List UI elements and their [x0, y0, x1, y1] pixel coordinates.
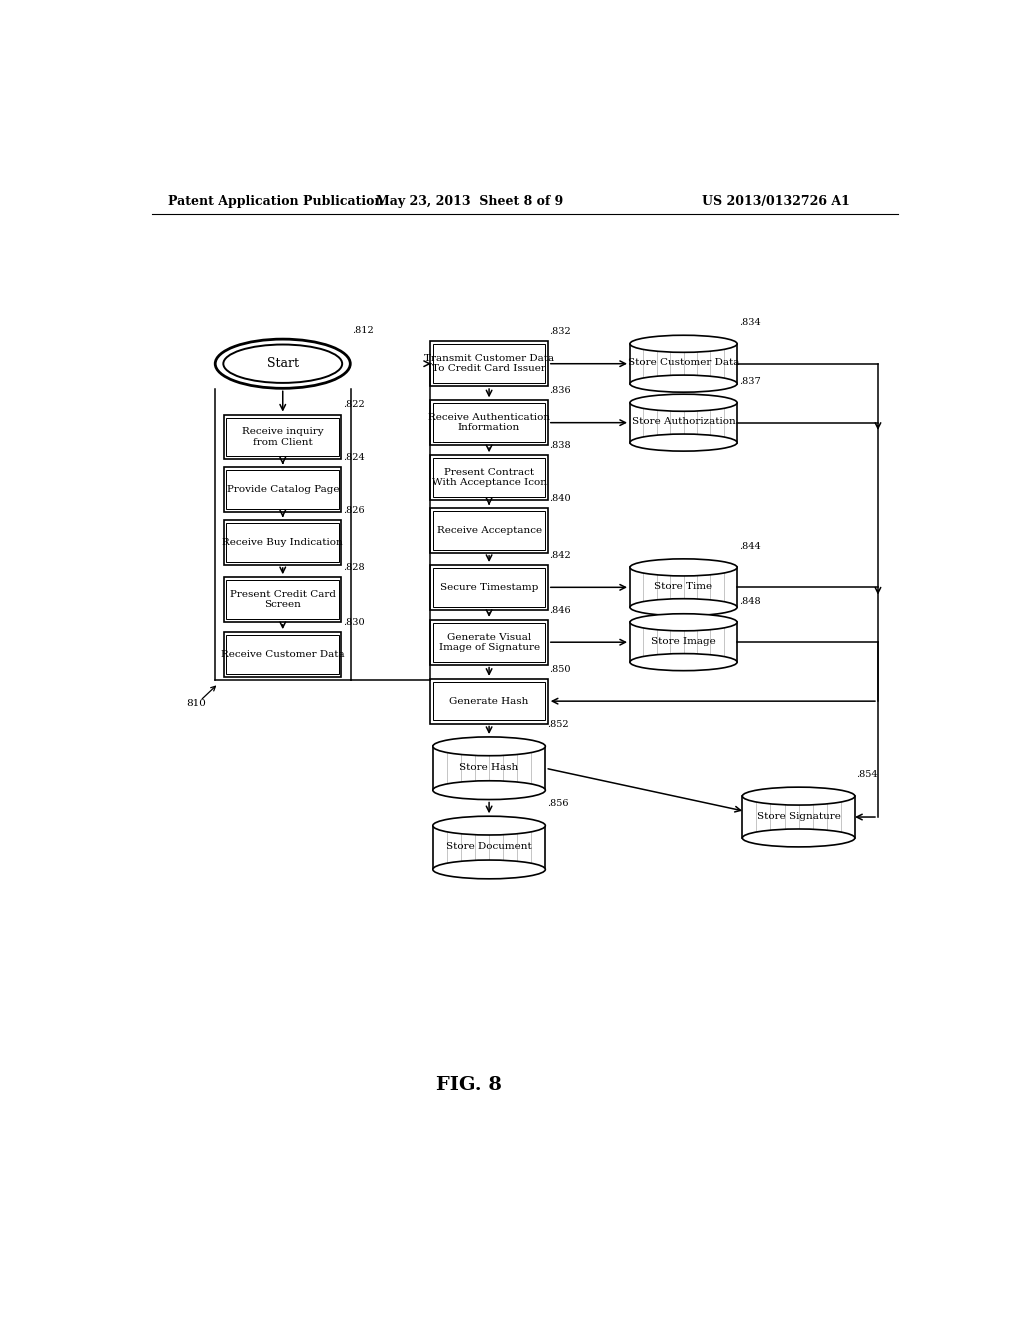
Text: FIG. 8: FIG. 8 [436, 1076, 502, 1094]
Ellipse shape [630, 599, 737, 616]
Text: Store Hash: Store Hash [460, 763, 519, 772]
Bar [630, 568, 737, 607]
Text: .832: .832 [550, 327, 571, 337]
Bar [742, 796, 855, 838]
Text: .837: .837 [738, 378, 761, 385]
FancyBboxPatch shape [224, 520, 341, 565]
FancyBboxPatch shape [430, 400, 548, 445]
FancyBboxPatch shape [430, 455, 548, 500]
Text: Receive Customer Data: Receive Customer Data [221, 649, 344, 659]
Text: .848: .848 [738, 597, 760, 606]
FancyBboxPatch shape [430, 620, 548, 664]
Text: .842: .842 [550, 550, 571, 560]
FancyBboxPatch shape [224, 632, 341, 677]
Ellipse shape [742, 787, 855, 805]
Text: .836: .836 [550, 387, 571, 395]
Ellipse shape [630, 434, 737, 451]
Ellipse shape [630, 395, 737, 412]
FancyBboxPatch shape [430, 678, 548, 723]
Text: .830: .830 [343, 618, 365, 627]
Text: .850: .850 [550, 665, 571, 673]
Ellipse shape [742, 829, 855, 847]
Text: 810: 810 [186, 698, 207, 708]
FancyBboxPatch shape [433, 345, 546, 383]
Text: May 23, 2013  Sheet 8 of 9: May 23, 2013 Sheet 8 of 9 [376, 194, 563, 207]
Text: Store Image: Store Image [651, 636, 716, 645]
FancyBboxPatch shape [433, 568, 546, 607]
Text: .844: .844 [738, 541, 761, 550]
Text: Store Signature: Store Signature [757, 812, 841, 821]
Bar [630, 622, 737, 663]
FancyBboxPatch shape [226, 581, 339, 619]
FancyBboxPatch shape [433, 682, 546, 721]
FancyBboxPatch shape [226, 635, 339, 673]
Bar [433, 825, 546, 870]
Text: .824: .824 [343, 453, 365, 462]
Text: .828: .828 [343, 564, 365, 572]
Text: .812: .812 [352, 326, 374, 335]
Ellipse shape [630, 335, 737, 352]
Text: Receive inquiry
from Client: Receive inquiry from Client [242, 428, 324, 446]
Ellipse shape [223, 345, 342, 383]
FancyBboxPatch shape [224, 577, 341, 622]
Ellipse shape [433, 861, 546, 879]
FancyBboxPatch shape [224, 467, 341, 512]
Text: Patent Application Publication: Patent Application Publication [168, 194, 383, 207]
Text: Generate Hash: Generate Hash [450, 697, 528, 706]
Text: Secure Timestamp: Secure Timestamp [440, 583, 539, 591]
Ellipse shape [630, 558, 737, 576]
Text: Present Contract
With Acceptance Icon: Present Contract With Acceptance Icon [431, 467, 547, 487]
Ellipse shape [433, 737, 546, 756]
FancyBboxPatch shape [430, 565, 548, 610]
Text: .846: .846 [550, 606, 571, 615]
FancyBboxPatch shape [226, 470, 339, 510]
FancyBboxPatch shape [430, 508, 548, 553]
Text: Generate Visual
Image of Signature: Generate Visual Image of Signature [438, 632, 540, 652]
Text: Start: Start [266, 358, 299, 370]
FancyBboxPatch shape [430, 342, 548, 385]
FancyBboxPatch shape [224, 414, 341, 459]
Text: Receive Buy Indication: Receive Buy Indication [222, 539, 343, 546]
FancyBboxPatch shape [433, 623, 546, 661]
FancyBboxPatch shape [226, 417, 339, 457]
Text: .826: .826 [343, 506, 365, 515]
Text: Provide Catalog Page: Provide Catalog Page [226, 486, 339, 494]
Text: Store Document: Store Document [446, 842, 531, 851]
Bar [630, 343, 737, 384]
Text: .834: .834 [738, 318, 761, 327]
Text: Store Customer Data: Store Customer Data [628, 358, 739, 367]
Text: .852: .852 [547, 719, 568, 729]
Text: .856: .856 [547, 799, 568, 808]
Ellipse shape [630, 653, 737, 671]
Text: .838: .838 [550, 441, 571, 450]
Bar [433, 746, 546, 791]
Text: Store Time: Store Time [654, 582, 713, 591]
Text: US 2013/0132726 A1: US 2013/0132726 A1 [702, 194, 850, 207]
Text: Transmit Customer Data
To Credit Card Issuer: Transmit Customer Data To Credit Card Is… [424, 354, 554, 374]
Ellipse shape [433, 780, 546, 800]
Ellipse shape [630, 375, 737, 392]
FancyBboxPatch shape [433, 458, 546, 496]
Text: Store Authorization: Store Authorization [632, 417, 735, 426]
Text: Present Credit Card
Screen: Present Credit Card Screen [229, 590, 336, 610]
FancyBboxPatch shape [433, 404, 546, 442]
Ellipse shape [215, 339, 350, 388]
Text: .840: .840 [550, 494, 571, 503]
Text: Receive Authentication
Information: Receive Authentication Information [428, 413, 550, 433]
Ellipse shape [630, 614, 737, 631]
Text: .854: .854 [856, 770, 878, 779]
Bar [630, 403, 737, 442]
Ellipse shape [433, 816, 546, 836]
FancyBboxPatch shape [433, 511, 546, 549]
Text: Receive Acceptance: Receive Acceptance [436, 525, 542, 535]
Text: .822: .822 [343, 400, 365, 409]
FancyBboxPatch shape [226, 523, 339, 562]
